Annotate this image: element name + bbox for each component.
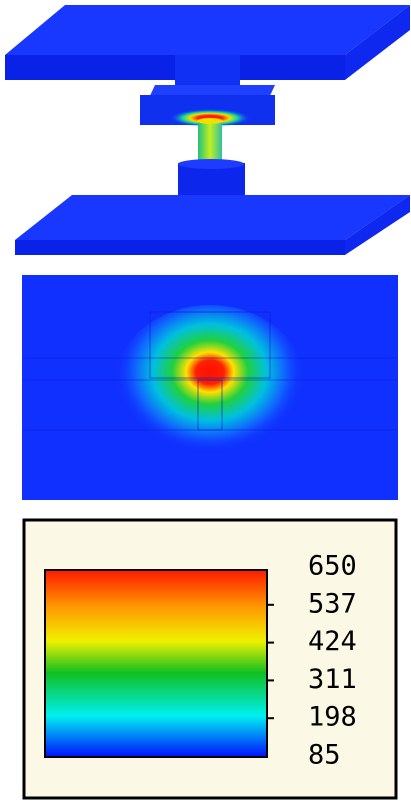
tick-label: 537 — [308, 588, 357, 619]
screen: 650 537 424 311 198 85 — [0, 0, 411, 802]
tick-label: 424 — [308, 626, 357, 657]
tick-label: 85 — [308, 740, 341, 771]
color-legend: 650 537 424 311 198 85 — [24, 520, 396, 798]
tick-label: 198 — [308, 702, 357, 733]
tick-label: 650 — [308, 551, 357, 582]
section-view — [22, 275, 398, 500]
tick-label: 311 — [308, 664, 357, 695]
model-view — [5, 5, 410, 255]
